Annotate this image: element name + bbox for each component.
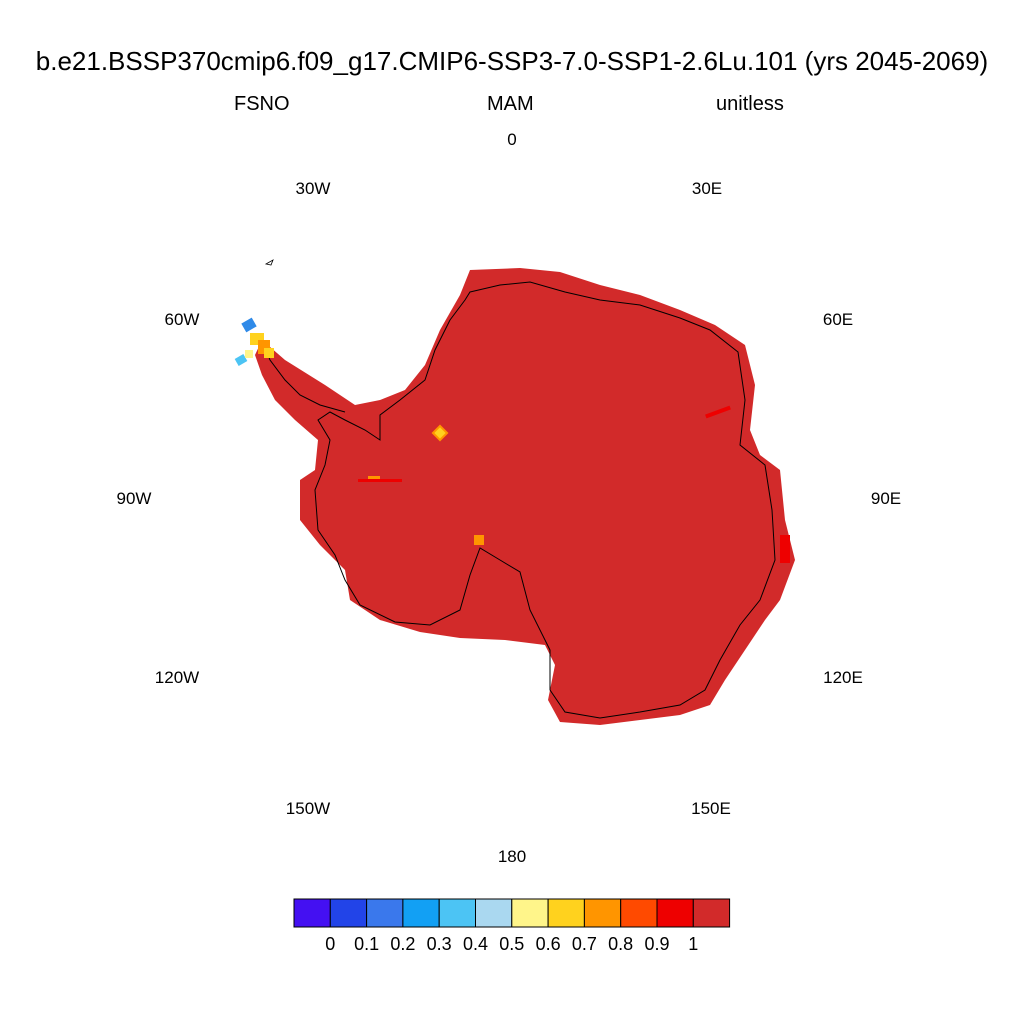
lon-label-60w: 60W xyxy=(164,310,200,329)
colorbar-tick-label: 0.4 xyxy=(462,934,489,954)
lon-label-30e: 30E xyxy=(691,179,723,198)
cell-orange-4 xyxy=(474,535,484,545)
cell-yellow-3 xyxy=(245,350,253,358)
lon-label-90w: 90W xyxy=(116,489,152,508)
lon-label-150w: 150W xyxy=(285,799,331,818)
plot-title: b.e21.BSSP370cmip6.f09_g17.CMIP6-SSP3-7.… xyxy=(35,46,989,76)
lon-label-120e: 120E xyxy=(823,668,863,687)
lon-label-60e: 60E xyxy=(822,310,854,329)
coastline xyxy=(314,281,776,719)
colorbar-tick-label: 0.9 xyxy=(644,934,670,954)
colorbar-tick-label: 0.7 xyxy=(571,934,597,954)
colorbar-tick-label: 0.1 xyxy=(354,934,380,954)
colorbar-tick-label: 0.8 xyxy=(608,934,634,954)
island-outline xyxy=(264,259,274,266)
colorbar-tick-label: 0.6 xyxy=(535,934,561,954)
lon-label-0: 0 xyxy=(507,130,517,149)
variable-label: FSNO xyxy=(234,93,290,115)
cell-blue-1 xyxy=(241,317,257,333)
units-label: unitless xyxy=(716,93,784,115)
colorbar-tick-label: 1 xyxy=(688,934,699,954)
cell-lightblue-1 xyxy=(234,354,248,366)
colorbar-tick-label: 0.3 xyxy=(426,934,452,954)
colorbar-tick-label: 0.5 xyxy=(499,934,525,954)
lon-label-120w: 120W xyxy=(154,668,200,687)
lon-label-90e: 90E xyxy=(870,489,902,508)
cell-red-strip-1 xyxy=(358,479,402,482)
cell-red-strip-2 xyxy=(705,405,731,419)
cell-orange-2 xyxy=(431,424,449,442)
colorbar-tick-label: 0 xyxy=(325,934,336,954)
cell-red-strip-3 xyxy=(780,535,790,563)
colorbar-tick-label: 0.2 xyxy=(390,934,416,954)
lon-label-180: 180 xyxy=(497,847,527,866)
antarctica-fill xyxy=(255,268,795,725)
season-label: MAM xyxy=(487,93,534,115)
cell-yellow-2 xyxy=(264,348,274,358)
lon-label-150e: 150E xyxy=(691,799,731,818)
lon-label-30w: 30W xyxy=(295,179,331,198)
